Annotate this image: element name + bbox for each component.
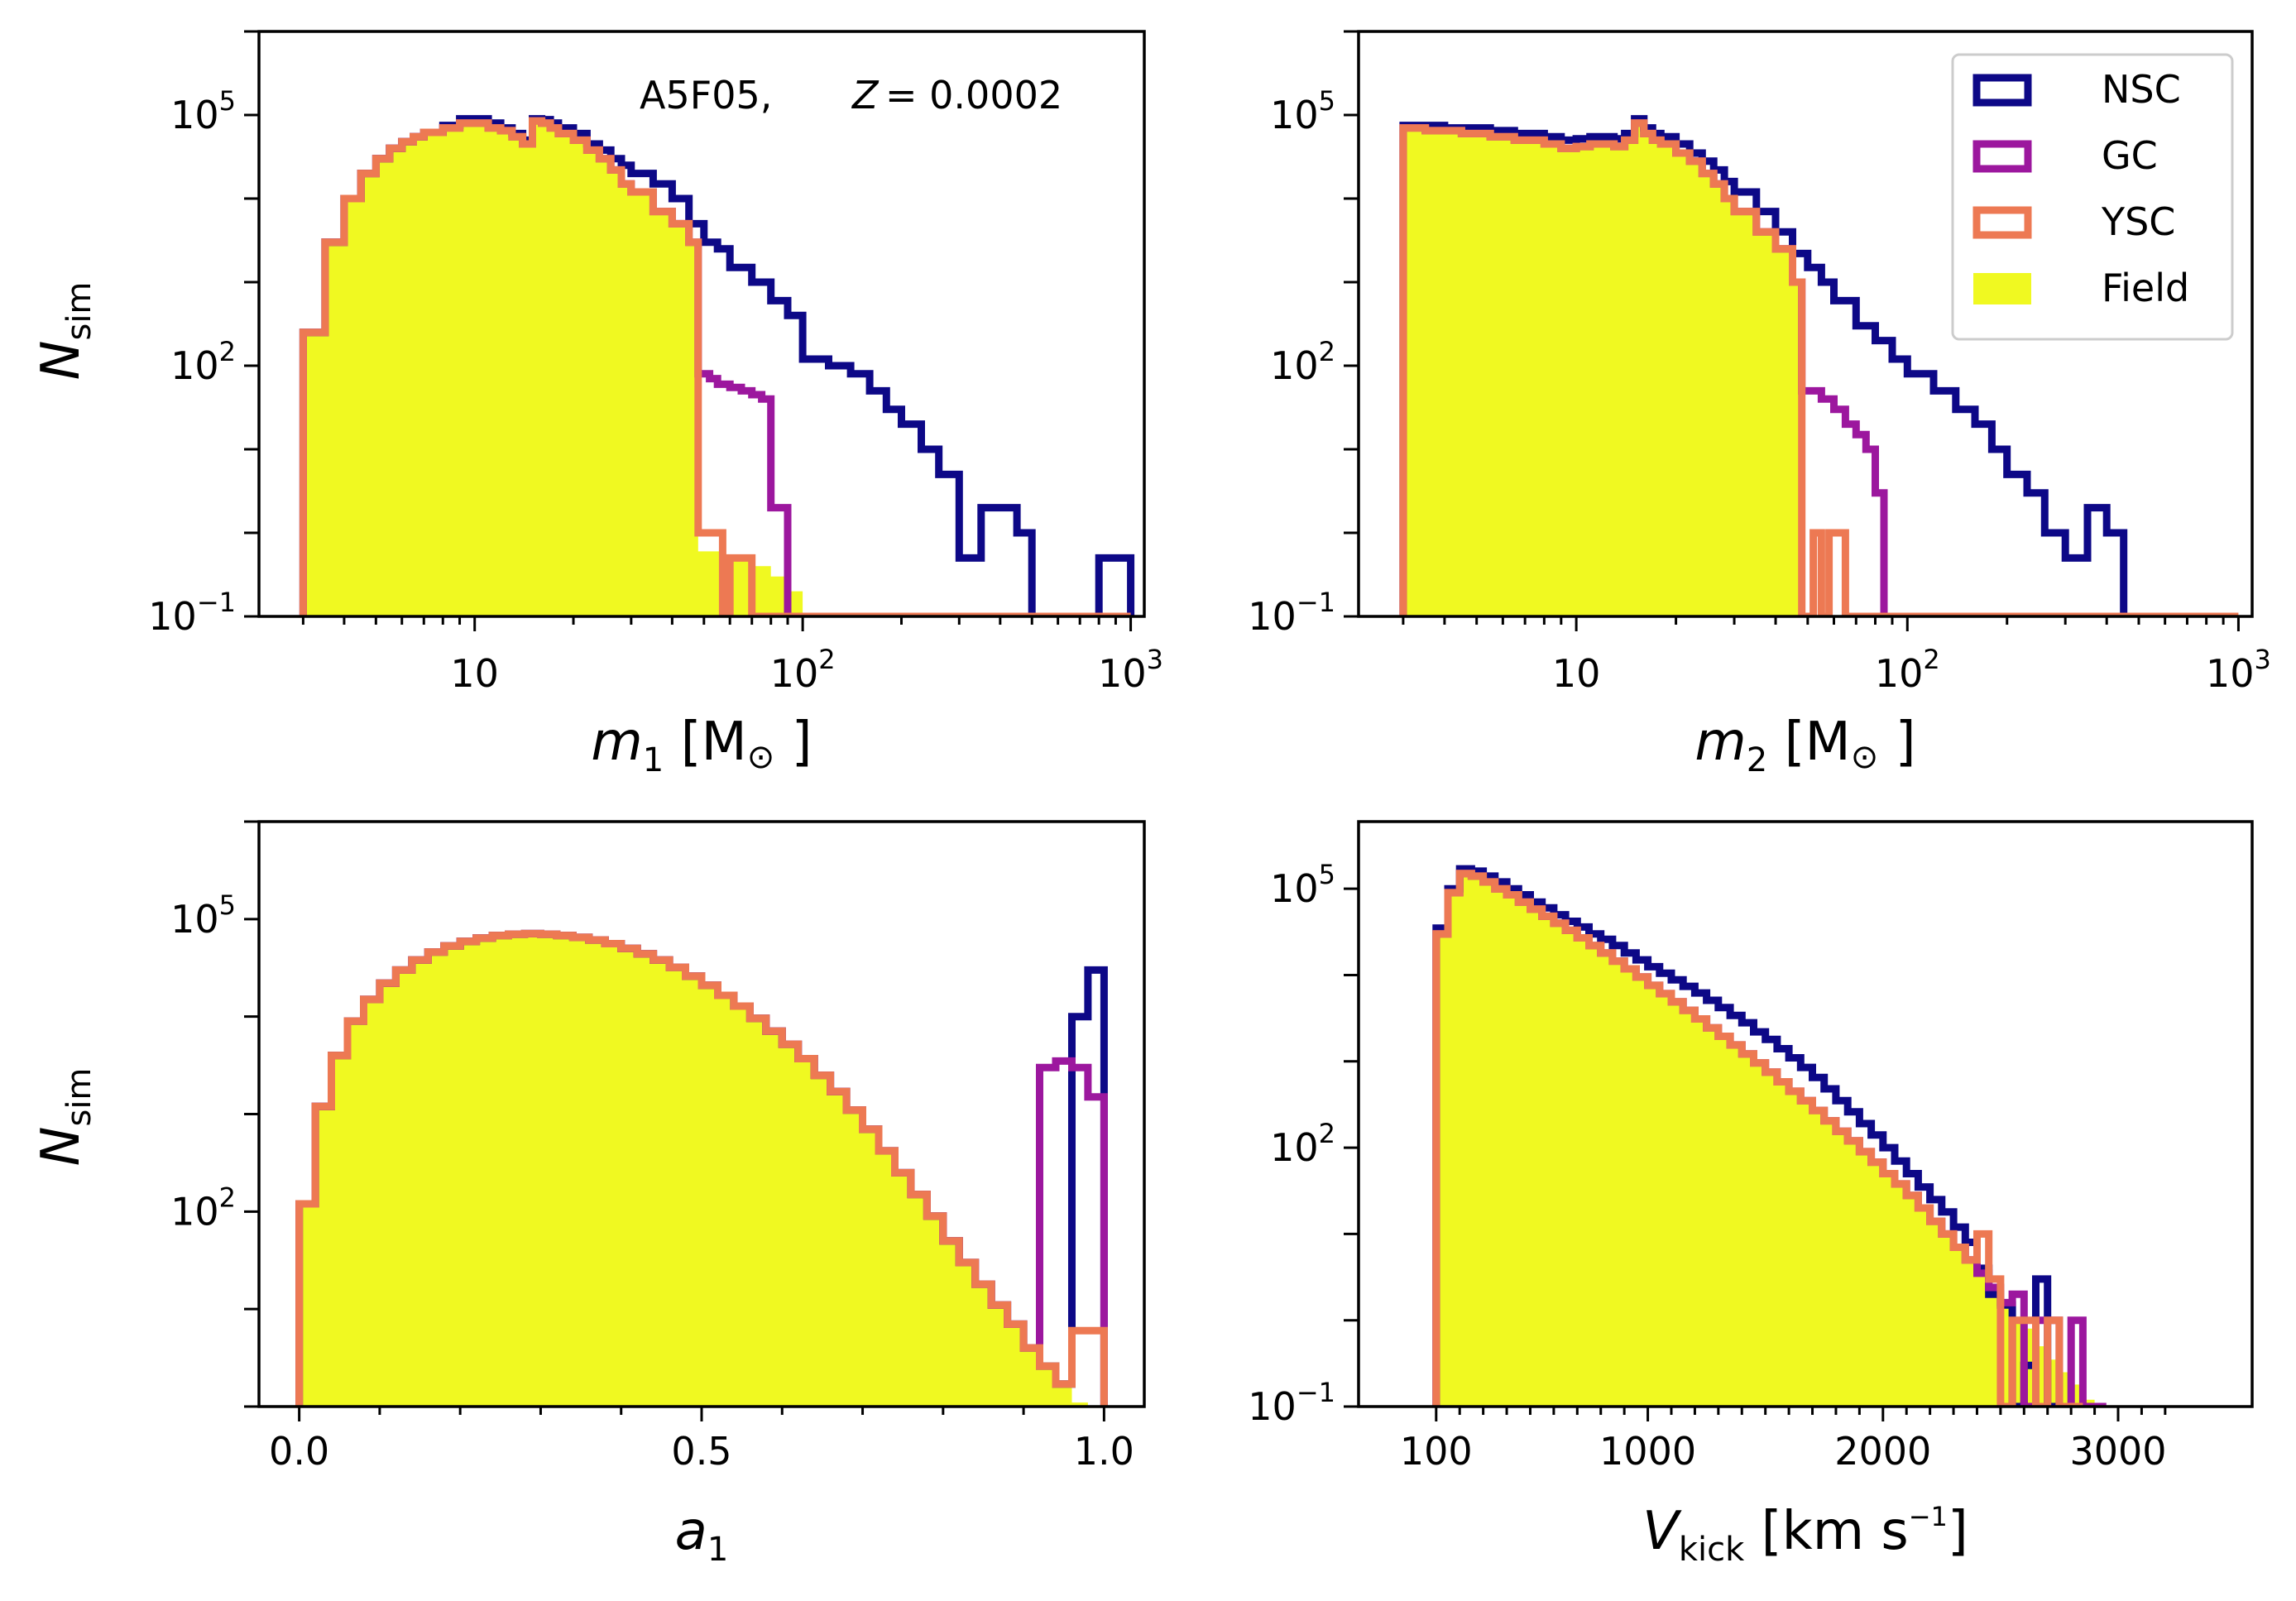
legend-swatch-field <box>1973 273 2031 304</box>
x-axis-label: m2 [M⊙ ] <box>1694 712 1915 779</box>
y-axis-a1: 102 105 <box>170 820 259 1408</box>
legend-box <box>1951 53 2234 341</box>
legend-label-ysc: YSC <box>2101 199 2175 244</box>
series-field-m2 <box>1402 122 1802 616</box>
panel-a1: 0.0 0.5 1.0 102 105 a1 Nsim <box>31 820 1146 1569</box>
x-axis-m2: 10 102 103 <box>1402 616 2271 696</box>
panel-m1: 10 102 103 10−1 102 105 m1 [M⊙ ] Nsim <box>31 30 1163 779</box>
legend-swatch-gc <box>1972 140 2032 173</box>
series-ysc-m1 <box>299 117 1131 616</box>
x-tick-label: 102 <box>770 644 836 696</box>
plot-area-vkick <box>1432 865 2107 1407</box>
x-tick-label: 1.0 <box>1074 1429 1134 1474</box>
legend-swatch-nsc <box>1972 74 2032 107</box>
x-axis-label: Vkick [km s−1] <box>1642 1501 1968 1569</box>
y-axis-m1: 10−1 102 105 <box>148 30 259 639</box>
y-tick-label: 10−1 <box>1248 1377 1335 1429</box>
annotation-metallicity-value: = 0.0002 <box>885 73 1062 117</box>
x-tick-label: 0.5 <box>671 1429 731 1474</box>
legend-label-nsc: NSC <box>2102 67 2181 112</box>
plot-area-a1 <box>295 929 1108 1407</box>
axes-frame-m2 <box>1357 30 2254 618</box>
x-tick-label: 103 <box>2206 644 2271 696</box>
annotation-model: A5F05, <box>640 73 772 117</box>
x-axis-label: a1 <box>675 1501 729 1569</box>
x-axis-a1: 0.0 0.5 1.0 <box>269 1407 1134 1474</box>
series-nsc-vkick <box>1432 865 2083 1407</box>
axes-frame-m1 <box>257 30 1146 618</box>
x-tick-label: 10 <box>450 651 499 696</box>
series-ysc-vkick <box>1432 870 2083 1407</box>
x-tick-label: 3000 <box>2069 1429 2166 1474</box>
plot-area-m1 <box>299 115 1135 616</box>
x-axis-vkick: 100 1000 2000 3000 <box>1400 1407 2167 1474</box>
x-tick-label: 100 <box>1400 1429 1473 1474</box>
y-tick-label: 102 <box>1270 1118 1335 1170</box>
y-axis-label: Nsim <box>31 1068 98 1167</box>
axes-frame-vkick <box>1357 820 2254 1408</box>
series-ysc-a1 <box>295 929 1108 1407</box>
x-axis-m1: 10 102 103 <box>301 616 1163 696</box>
x-tick-label: 103 <box>1098 644 1163 696</box>
x-tick-label: 2000 <box>1834 1429 1931 1474</box>
x-tick-label: 10 <box>1552 651 1601 696</box>
y-tick-label: 102 <box>170 336 236 388</box>
y-tick-label: 10−1 <box>1248 587 1335 639</box>
series-field-m1 <box>303 121 803 616</box>
x-tick-label: 1000 <box>1599 1429 1696 1474</box>
series-field-vkick <box>1436 873 2107 1407</box>
legend-label-field: Field <box>2102 266 2189 310</box>
x-tick-label: 102 <box>1875 644 1940 696</box>
y-axis-m2: 10−1 102 105 <box>1248 30 1359 639</box>
series-ysc-m2 <box>1399 119 2239 616</box>
y-tick-label: 105 <box>170 85 236 137</box>
y-axis-vkick: 10−1 102 105 <box>1248 859 1359 1429</box>
series-nsc-m2 <box>1399 115 2128 616</box>
y-axis-label: Nsim <box>31 282 98 381</box>
legend-label-gc: GC <box>2102 133 2158 178</box>
panel-vkick: 100 1000 2000 3000 10−1 102 105 Vkick [km s−1] <box>1248 820 2254 1569</box>
legend-swatch-ysc <box>1972 206 2032 239</box>
x-tick-label: 0.0 <box>269 1429 329 1474</box>
legend: NSC GC YSC Field <box>1951 53 2234 341</box>
panel-m2: 10 102 103 10−1 102 105 m2 [M⊙ ] <box>1248 30 2271 779</box>
plot-area-m2 <box>1399 115 2239 616</box>
y-tick-label: 10−1 <box>148 587 236 639</box>
series-field-a1 <box>299 933 1105 1407</box>
annotation-metallicity: Z <box>851 73 880 117</box>
y-tick-label: 102 <box>170 1182 236 1234</box>
x-axis-label: m1 [M⊙ ] <box>591 712 812 779</box>
y-tick-label: 105 <box>1270 859 1335 911</box>
y-tick-label: 105 <box>170 889 236 942</box>
y-tick-label: 105 <box>1270 85 1335 137</box>
y-tick-label: 102 <box>1270 336 1335 388</box>
